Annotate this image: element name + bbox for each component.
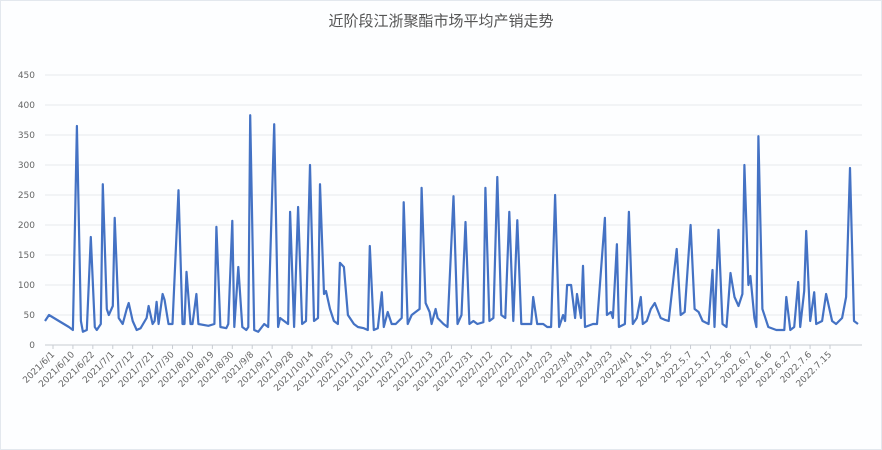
y-tick-label: 450 xyxy=(18,71,35,81)
series-line xyxy=(44,114,859,333)
y-tick-label: 100 xyxy=(18,281,35,291)
y-tick-label: 0 xyxy=(29,341,35,351)
y-tick-label: 350 xyxy=(18,131,35,141)
y-tick-label: 400 xyxy=(18,101,35,111)
chart-title: 近阶段江浙聚酯市场平均产销走势 xyxy=(328,12,554,30)
y-tick-label: 50 xyxy=(24,311,36,321)
y-tick-label: 150 xyxy=(18,251,35,261)
y-tick-label: 200 xyxy=(18,221,35,231)
y-tick-label: 300 xyxy=(18,161,35,171)
y-tick-label: 250 xyxy=(18,191,35,201)
